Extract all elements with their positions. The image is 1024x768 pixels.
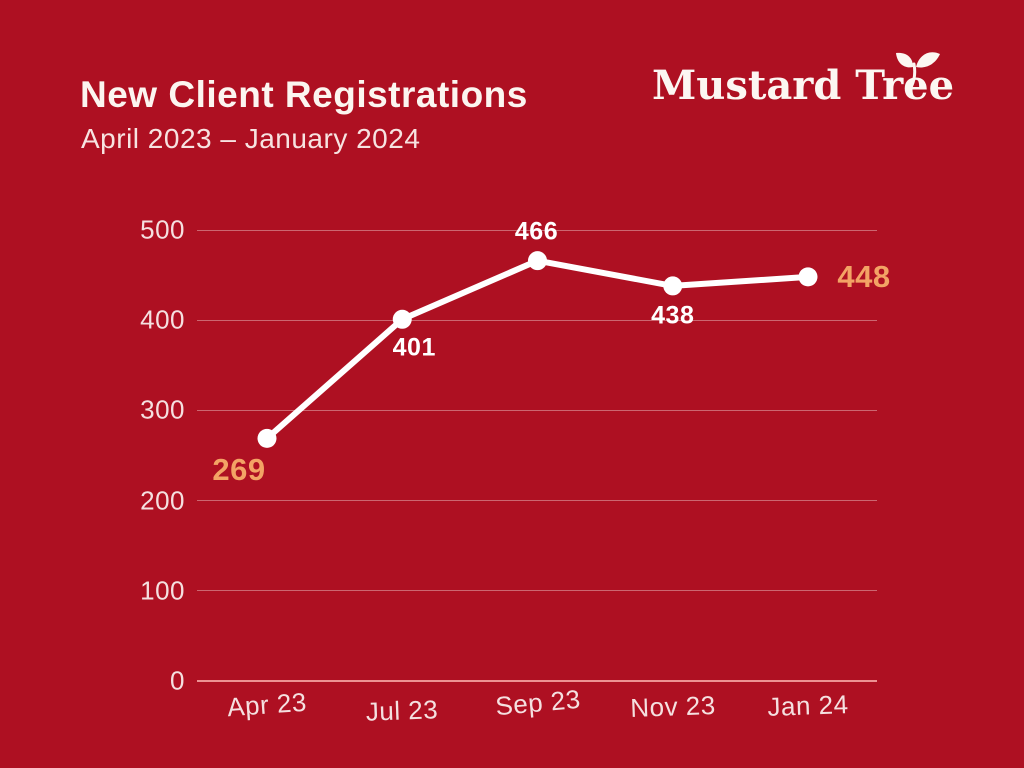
grid-line [197, 409, 877, 411]
x-axis-line [197, 680, 877, 682]
data-point-label: 466 [514, 217, 559, 246]
data-point-label: 269 [212, 452, 266, 488]
data-point-label: 438 [651, 301, 695, 330]
grid-line [197, 500, 877, 502]
page-title: New Client Registrations [80, 74, 528, 115]
grid-line [197, 319, 877, 321]
data-point [528, 251, 547, 271]
grid-line [197, 229, 877, 231]
page-subtitle: April 2023 – January 2024 [81, 123, 421, 154]
grid-line [197, 590, 877, 592]
y-tick-label: 200 [140, 485, 185, 516]
data-point-label: 448 [837, 258, 891, 294]
y-tick-label: 300 [140, 394, 185, 425]
y-tick-label: 0 [170, 665, 185, 696]
logo: Mustard Tree [652, 62, 954, 109]
data-point-label: 401 [392, 333, 436, 362]
data-point [257, 428, 277, 448]
y-tick-label: 400 [140, 304, 185, 335]
data-point [798, 267, 818, 287]
y-tick-label: 100 [140, 575, 185, 606]
data-point [392, 309, 412, 329]
data-point [663, 276, 683, 296]
y-tick-label: 500 [140, 214, 185, 245]
leaf-icon [896, 52, 940, 94]
trend-line [264, 257, 811, 442]
logo-text: Mustard Tree [652, 62, 955, 109]
